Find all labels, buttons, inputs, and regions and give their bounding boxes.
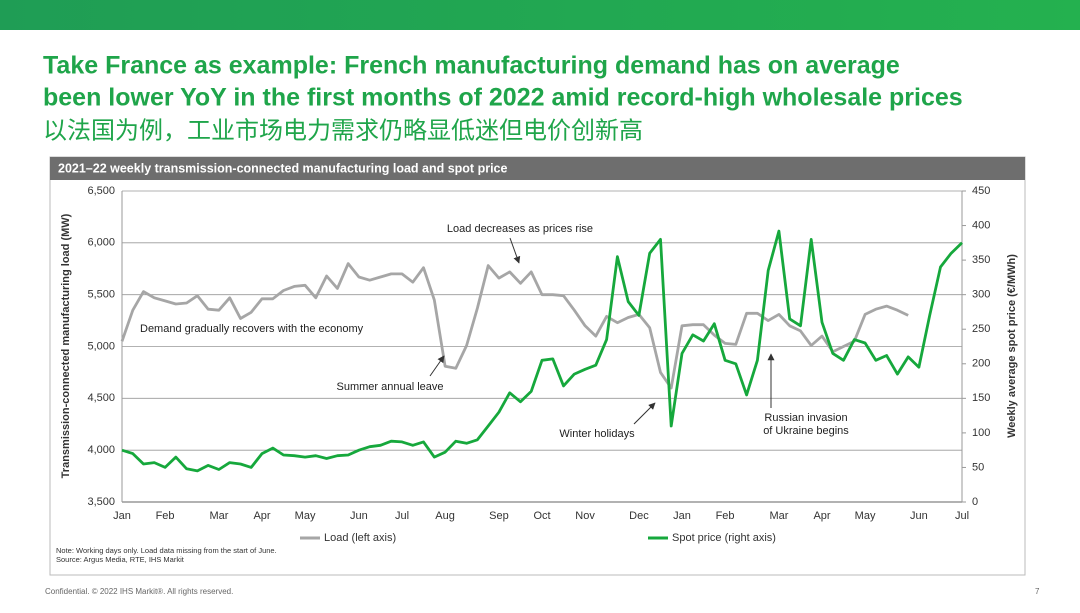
x-tick-label: Sep	[489, 510, 509, 522]
subtitle: 以法国为例，工业市场电力需求仍略显低迷但电价创新高	[43, 117, 643, 144]
x-tick-label: Jan	[113, 510, 131, 522]
annotation: Russian invasion	[764, 412, 847, 424]
chart-header	[50, 157, 1025, 180]
arrow	[633, 402, 656, 425]
annotation: Load decreases as prices rise	[447, 223, 593, 235]
note: Note: Working days only. Load data missi…	[56, 546, 277, 555]
y2-tick-label: 400	[972, 219, 990, 231]
x-tick-label: Jan	[673, 510, 691, 522]
y2-tick-label: 300	[972, 289, 990, 301]
y2-tick-label: 350	[972, 254, 990, 266]
y2-tick-label: 250	[972, 323, 990, 335]
y-tick-label: 4,000	[87, 444, 115, 456]
annotation: Summer annual leave	[336, 381, 443, 393]
annotation: Demand gradually recovers with the econo…	[140, 323, 364, 335]
y2-tick-label: 100	[972, 427, 990, 439]
arrow	[429, 355, 445, 377]
arrow	[509, 237, 521, 264]
title: been lower YoY in the first months of 20…	[43, 84, 963, 112]
legend-label: Spot price (right axis)	[672, 532, 776, 544]
x-tick-label: Dec	[629, 510, 649, 522]
x-tick-label: Nov	[575, 510, 595, 522]
series-line	[121, 229, 963, 473]
x-tick-label: Jun	[910, 510, 928, 522]
y2-tick-label: 150	[972, 392, 990, 404]
x-tick-label: Feb	[716, 510, 735, 522]
x-tick-label: Apr	[253, 510, 270, 522]
series-line	[120, 262, 909, 390]
x-tick-label: Jun	[350, 510, 368, 522]
y-tick-label: 5,000	[87, 340, 115, 352]
y2-tick-label: 50	[972, 461, 984, 473]
chart-title: 2021–22 weekly transmission-connected ma…	[58, 161, 507, 175]
footer: Confidential. © 2022 IHS Markit®. All ri…	[45, 587, 233, 596]
legend-label: Load (left axis)	[324, 532, 396, 544]
x-tick-label: Mar	[209, 510, 228, 522]
x-tick-label: Feb	[156, 510, 175, 522]
x-tick-label: May	[295, 510, 316, 522]
x-tick-label: Mar	[769, 510, 788, 522]
x-tick-label: Aug	[435, 510, 455, 522]
note: Source: Argus Media, RTE, IHS Markit	[56, 555, 185, 564]
top-band	[0, 0, 1080, 30]
y2-tick-label: 0	[972, 496, 978, 508]
y-tick-label: 3,500	[87, 496, 115, 508]
y-tick-label: 6,500	[87, 185, 115, 197]
y2-axis-label: Weekly average spot price (€/MWh)	[1006, 254, 1018, 438]
x-tick-label: Apr	[813, 510, 830, 522]
x-tick-label: May	[855, 510, 876, 522]
title: Take France as example: French manufactu…	[43, 52, 900, 80]
page-number: 7	[1035, 587, 1040, 596]
x-tick-label: Oct	[533, 510, 550, 522]
y-tick-label: 6,000	[87, 237, 115, 249]
y2-tick-label: 200	[972, 358, 990, 370]
annotation: of Ukraine begins	[763, 425, 849, 437]
annotation: Winter holidays	[559, 428, 635, 440]
chart-frame	[49, 156, 1026, 576]
y-tick-label: 4,500	[87, 392, 115, 404]
plot: 3,500 4,000 4,500 5,000 5,500 6,000 6,500 0 50 10…	[87, 185, 990, 522]
y2-tick-label: 450	[972, 185, 990, 197]
x-tick-label: Jul	[395, 510, 409, 522]
y-tick-label: 5,500	[87, 289, 115, 301]
x-tick-label: Jul	[955, 510, 969, 522]
y-axis-label: Transmission-connected manufacturing loa…	[60, 213, 72, 478]
